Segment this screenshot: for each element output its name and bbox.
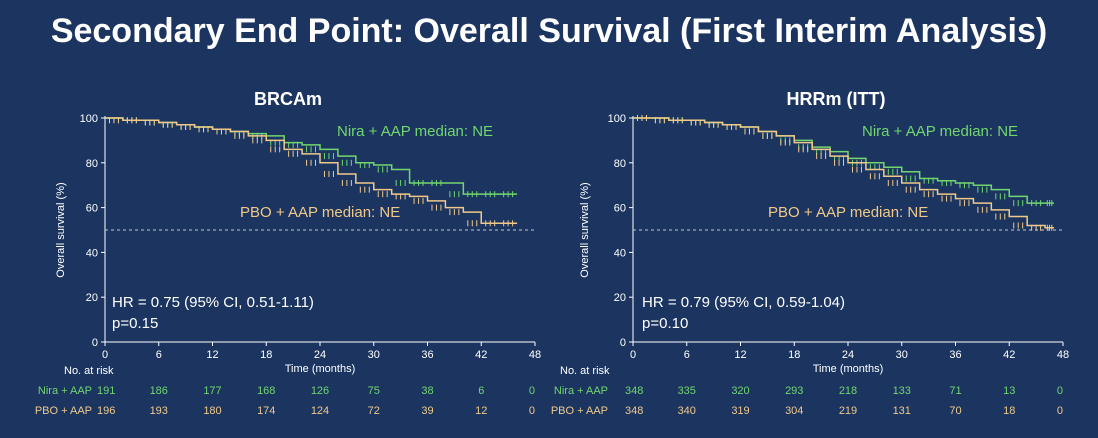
x-axis-label: Time (months): [813, 363, 884, 375]
x-tick-label: 12: [206, 349, 218, 361]
y-tick-label: 40: [86, 247, 98, 259]
y-tick-label: 60: [614, 203, 626, 215]
risk-count-pbo: 319: [731, 405, 749, 417]
risk-count-nira: 133: [893, 385, 911, 397]
y-tick-label: 20: [86, 292, 98, 304]
y-tick-label: 80: [86, 158, 98, 170]
risk-count-pbo: 0: [1057, 405, 1063, 417]
risk-count-pbo: 72: [368, 405, 380, 417]
y-tick-label: 100: [608, 113, 626, 125]
risk-count-nira: 0: [1057, 385, 1063, 397]
x-tick-label: 6: [684, 349, 690, 361]
x-tick-label: 30: [896, 349, 908, 361]
slide-title: Secondary End Point: Overall Survival (F…: [50, 12, 1048, 50]
risk-count-nira: 177: [203, 385, 221, 397]
x-tick-label: 48: [529, 349, 541, 361]
risk-count-nira: 293: [785, 385, 803, 397]
risk-count-nira: 348: [625, 385, 643, 397]
pbo-median-annotation: PBO + AAP median: NE: [768, 204, 928, 221]
y-tick-label: 40: [614, 247, 626, 259]
x-tick-label: 36: [949, 349, 961, 361]
x-tick-label: 0: [102, 349, 108, 361]
y-tick-label: 100: [80, 113, 98, 125]
risk-table-header: No. at risk: [560, 365, 610, 377]
risk-count-nira: 0: [529, 385, 535, 397]
risk-count-pbo: 12: [475, 405, 487, 417]
y-tick-label: 60: [86, 203, 98, 215]
censor-marks-pbo: [636, 115, 1053, 231]
risk-count-nira: 6: [478, 385, 484, 397]
risk-count-pbo: 0: [529, 405, 535, 417]
risk-count-pbo: 196: [97, 405, 115, 417]
risk-count-nira: 335: [678, 385, 696, 397]
risk-count-pbo: 219: [839, 405, 857, 417]
hazard-ratio-text: HR = 0.79 (95% CI, 0.59-1.04): [642, 294, 845, 311]
risk-count-nira: 13: [1003, 385, 1015, 397]
risk-count-pbo: 180: [203, 405, 221, 417]
risk-row-label-pbo: PBO + AAP: [35, 405, 92, 417]
risk-count-pbo: 39: [421, 405, 433, 417]
x-tick-label: 36: [421, 349, 433, 361]
risk-count-pbo: 131: [893, 405, 911, 417]
censor-marks-pbo: [108, 117, 514, 227]
x-tick-label: 24: [842, 349, 854, 361]
y-tick-label: 0: [92, 337, 98, 349]
risk-count-nira: 191: [97, 385, 115, 397]
risk-count-nira: 218: [839, 385, 857, 397]
risk-row-label-pbo: PBO + AAP: [551, 405, 608, 417]
p-value-text: p=0.10: [642, 315, 688, 332]
x-tick-label: 18: [788, 349, 800, 361]
risk-count-pbo: 124: [311, 405, 329, 417]
y-tick-label: 80: [614, 158, 626, 170]
risk-row-label-nira: Nira + AAP: [554, 385, 608, 397]
risk-count-pbo: 340: [678, 405, 696, 417]
y-axis-label: Overall survival (%): [579, 182, 591, 277]
x-tick-label: 18: [260, 349, 272, 361]
risk-count-nira: 75: [368, 385, 380, 397]
risk-count-pbo: 348: [625, 405, 643, 417]
risk-count-nira: 186: [150, 385, 168, 397]
survival-curve-pbo: [105, 117, 518, 225]
risk-count-pbo: 193: [150, 405, 168, 417]
nira-median-annotation: Nira + AAP median: NE: [862, 123, 1018, 140]
x-tick-label: 42: [1003, 349, 1015, 361]
risk-row-label-nira: Nira + AAP: [38, 385, 92, 397]
x-tick-label: 24: [314, 349, 326, 361]
chart-title: HRRm (ITT): [787, 89, 886, 109]
risk-count-nira: 168: [257, 385, 275, 397]
y-tick-label: 0: [620, 337, 626, 349]
risk-count-nira: 38: [421, 385, 433, 397]
risk-count-nira: 320: [731, 385, 749, 397]
risk-count-nira: 126: [311, 385, 329, 397]
km-chart-hrrm: HRRm (ITT) 0 20 40 60 80 100 0 6 12 18 24 30 36 42 48 Ti…: [551, 89, 1069, 417]
risk-count-pbo: 174: [257, 405, 275, 417]
y-axis-label: Overall survival (%): [55, 182, 67, 277]
x-tick-label: 30: [368, 349, 380, 361]
risk-count-pbo: 18: [1003, 405, 1015, 417]
hazard-ratio-text: HR = 0.75 (95% CI, 0.51-1.11): [112, 294, 314, 311]
chart-title: BRCAm: [254, 89, 322, 109]
x-axis-label: Time (months): [285, 363, 356, 375]
risk-table-header: No. at risk: [64, 365, 114, 377]
risk-count-nira: 71: [949, 385, 961, 397]
x-tick-label: 12: [734, 349, 746, 361]
nira-median-annotation: Nira + AAP median: NE: [337, 123, 493, 140]
x-tick-label: 48: [1057, 349, 1069, 361]
x-tick-label: 6: [156, 349, 162, 361]
x-tick-label: 0: [630, 349, 636, 361]
risk-count-pbo: 70: [949, 405, 961, 417]
pbo-median-annotation: PBO + AAP median: NE: [240, 204, 400, 221]
x-tick-label: 42: [475, 349, 487, 361]
y-tick-label: 20: [614, 292, 626, 304]
risk-count-pbo: 304: [785, 405, 803, 417]
survival-curve-pbo: [633, 117, 1055, 229]
p-value-text: p=0.15: [112, 315, 158, 332]
